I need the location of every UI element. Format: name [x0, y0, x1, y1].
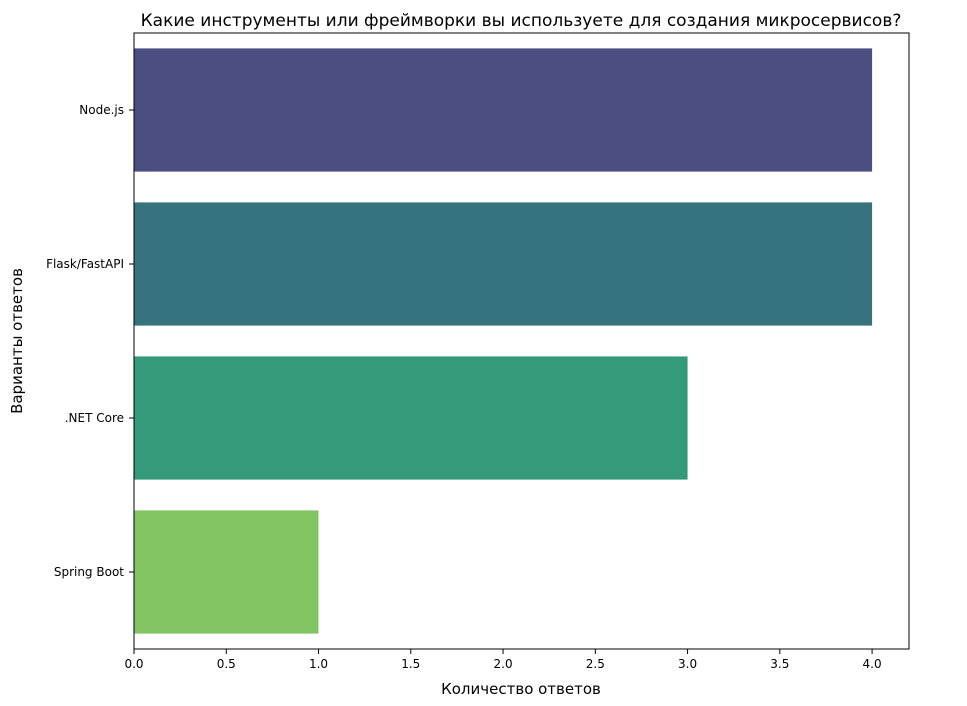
x-tick-label: 4.0 — [863, 657, 882, 671]
x-tick-label: 1.0 — [309, 657, 328, 671]
chart-title: Какие инструменты или фреймворки вы испо… — [141, 11, 902, 31]
y-axis-label: Варианты ответов — [8, 268, 26, 414]
x-tick-label: 2.0 — [494, 657, 513, 671]
bar-2 — [134, 356, 688, 480]
bar-1 — [134, 202, 873, 326]
x-tick-label: 2.5 — [586, 657, 605, 671]
y-tick-label: Node.js — [79, 103, 124, 117]
x-tick-label: 0.0 — [124, 657, 143, 671]
y-axis-ticks: Node.js Flask/FastAPI .NET Core Spring Boot — [46, 103, 134, 579]
bar-3 — [134, 510, 319, 634]
y-tick-label: Spring Boot — [54, 565, 124, 579]
x-axis-label: Количество ответов — [441, 680, 601, 698]
bar-0 — [134, 48, 873, 172]
x-tick-label: 1.5 — [401, 657, 420, 671]
x-tick-label: 3.0 — [678, 657, 697, 671]
y-tick-label: .NET Core — [65, 411, 124, 425]
plot-frame — [133, 32, 910, 650]
bars — [134, 48, 873, 634]
x-tick-label: 3.5 — [770, 657, 789, 671]
x-axis-ticks: 0.0 0.5 1.0 1.5 2.0 2.5 3.0 3.5 4.0 — [124, 649, 882, 671]
y-tick-label: Flask/FastAPI — [46, 257, 124, 271]
x-tick-label: 0.5 — [217, 657, 236, 671]
